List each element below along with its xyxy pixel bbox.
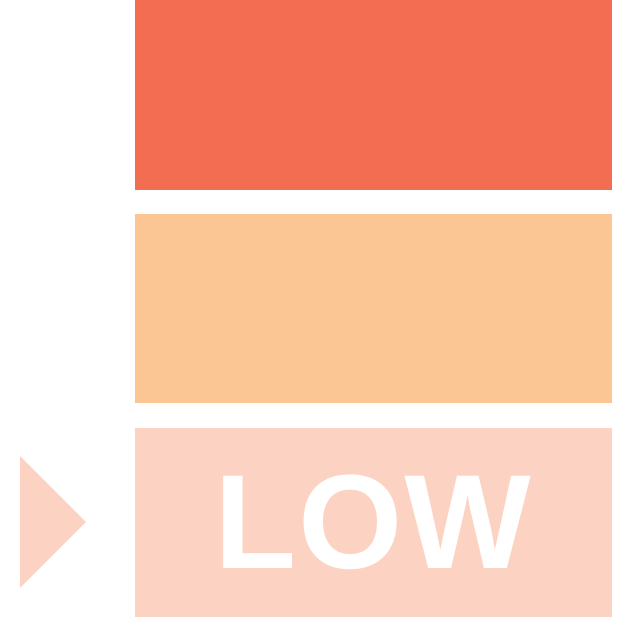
level-bar-high [135,0,612,190]
level-label-medium [135,214,612,403]
triangle-right-icon [20,456,86,588]
level-label-low: LOW [214,447,533,597]
level-bar-low: LOW [135,428,612,617]
level-bar-medium [135,214,612,403]
level-label-high [135,0,612,190]
